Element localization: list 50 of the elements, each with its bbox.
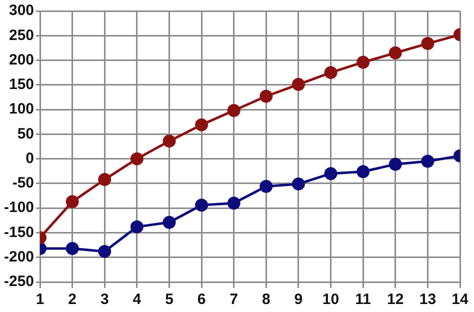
- point: [162, 216, 176, 229]
- x-tick-label: 4: [132, 291, 142, 308]
- x-tick-label: 9: [294, 291, 303, 308]
- point: [292, 78, 305, 91]
- y-tick-label: -50: [12, 174, 34, 192]
- x-tick-label: 1: [36, 291, 44, 308]
- point: [292, 177, 305, 190]
- y-tick-label: 0: [26, 150, 34, 167]
- y-tick-label: 250: [8, 26, 34, 44]
- y-tick-label: -250: [4, 273, 34, 290]
- x-tick-label: 7: [230, 291, 238, 308]
- point: [324, 66, 338, 80]
- x-tick-label: 14: [452, 291, 469, 308]
- y-tick-label: -150: [4, 224, 34, 241]
- x-tick-label: 5: [165, 291, 174, 308]
- x-tick-label: 13: [419, 291, 436, 308]
- point: [227, 104, 240, 118]
- point: [66, 195, 79, 208]
- point: [195, 198, 208, 212]
- point: [421, 154, 434, 168]
- x-tick-label: 3: [100, 291, 109, 308]
- point: [130, 220, 144, 234]
- x-tick-label: 10: [322, 291, 340, 308]
- point: [195, 118, 208, 132]
- point: [388, 46, 402, 60]
- y-tick-label: -200: [4, 248, 34, 266]
- y-tick-label: 300: [8, 2, 34, 20]
- point: [260, 90, 273, 103]
- point: [130, 152, 144, 166]
- x-tick-label: 8: [262, 291, 270, 308]
- x-tick-label: 6: [197, 291, 206, 308]
- y-tick-label: 150: [8, 76, 34, 94]
- point: [162, 134, 176, 148]
- point: [356, 165, 370, 178]
- point: [260, 180, 273, 193]
- y-tick-label: 200: [8, 51, 34, 68]
- point: [227, 196, 240, 210]
- point: [388, 158, 402, 171]
- x-tick-label: 11: [355, 291, 372, 308]
- point: [98, 173, 112, 186]
- point: [324, 167, 338, 180]
- y-tick-label: 100: [8, 100, 34, 118]
- x-tick-label: 2: [68, 291, 76, 308]
- y-tick-label: -100: [4, 199, 34, 216]
- point: [356, 56, 370, 69]
- point: [421, 37, 434, 50]
- point: [98, 244, 112, 258]
- x-tick-label: 12: [387, 291, 404, 308]
- y-tick-label: 50: [17, 125, 34, 142]
- point: [66, 242, 79, 255]
